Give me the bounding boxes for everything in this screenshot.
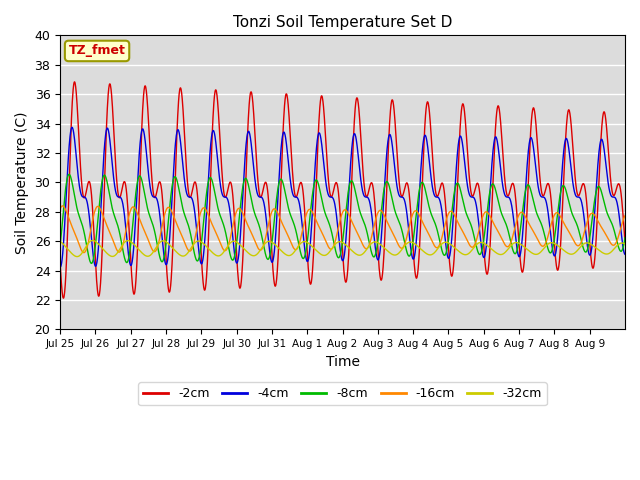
X-axis label: Time: Time — [326, 355, 360, 369]
Y-axis label: Soil Temperature (C): Soil Temperature (C) — [15, 111, 29, 253]
Text: TZ_fmet: TZ_fmet — [68, 45, 125, 58]
Legend: -2cm, -4cm, -8cm, -16cm, -32cm: -2cm, -4cm, -8cm, -16cm, -32cm — [138, 383, 547, 406]
Title: Tonzi Soil Temperature Set D: Tonzi Soil Temperature Set D — [233, 15, 452, 30]
